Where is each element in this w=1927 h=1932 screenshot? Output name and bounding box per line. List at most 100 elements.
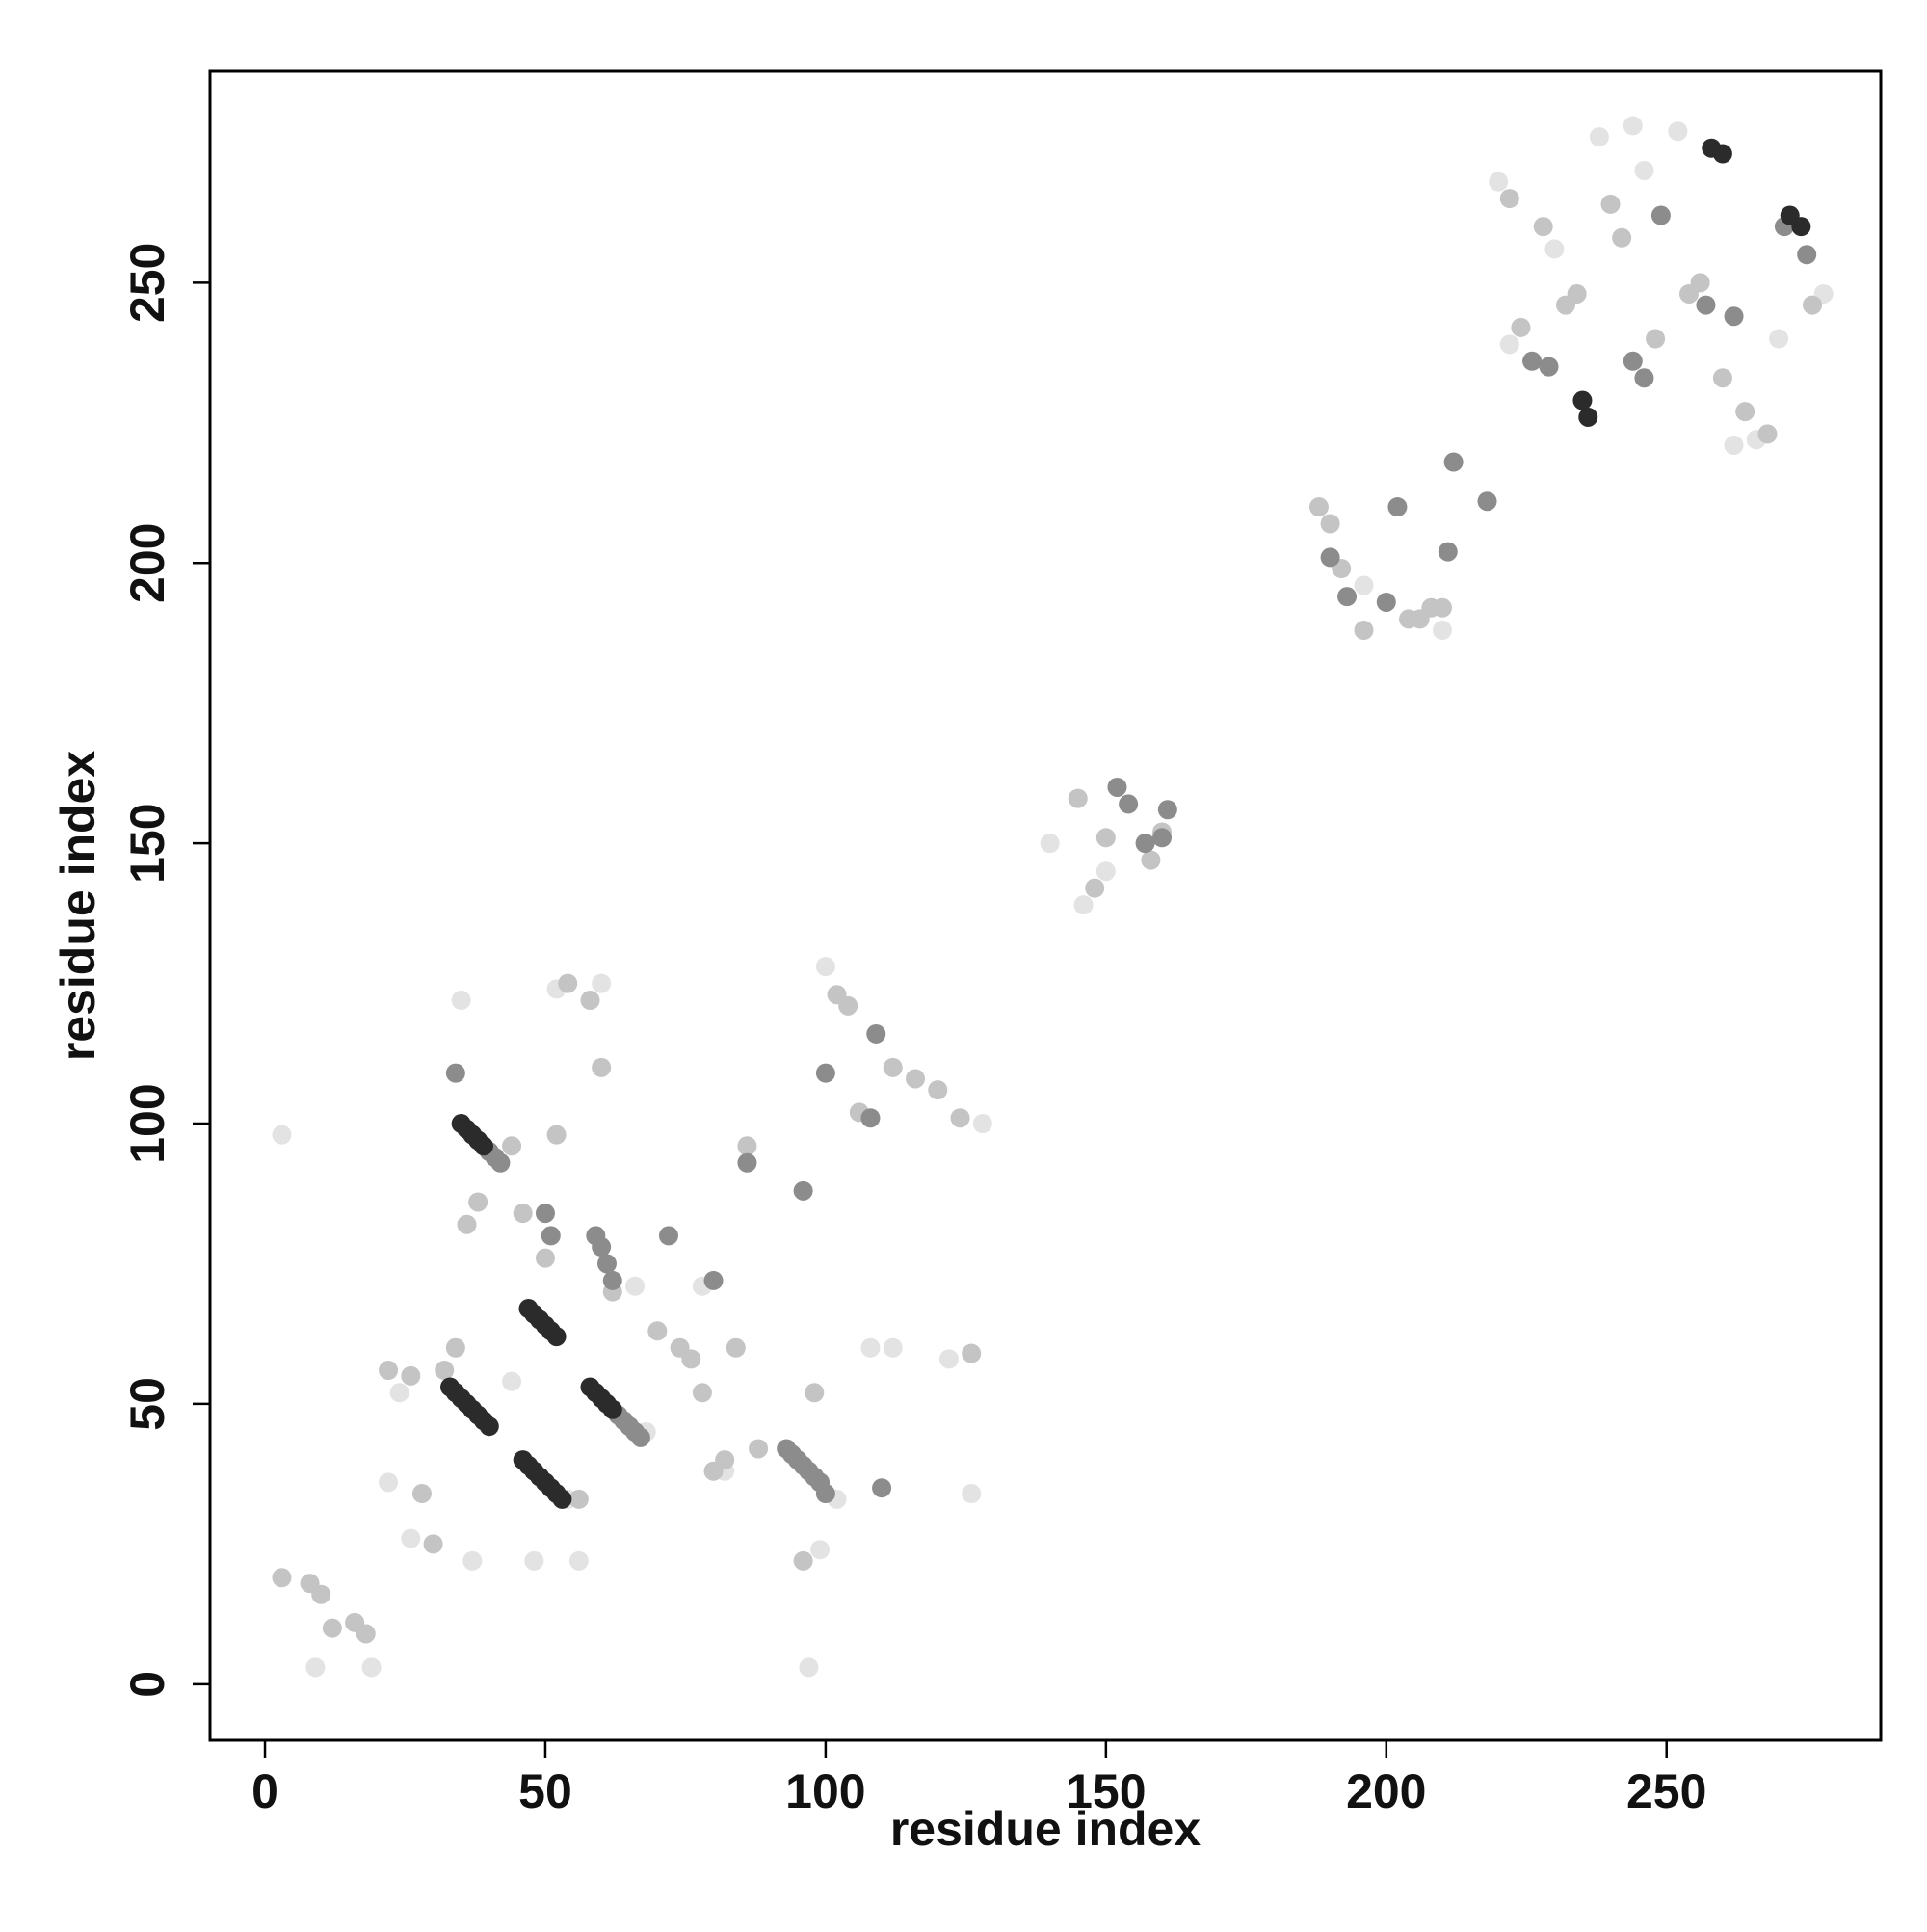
point	[793, 1550, 813, 1571]
point	[1477, 491, 1497, 512]
point	[479, 1416, 499, 1437]
point	[435, 1361, 455, 1381]
point	[1572, 390, 1593, 410]
point	[473, 1136, 493, 1156]
x-tick-label: 250	[1626, 1764, 1706, 1818]
point	[625, 1276, 646, 1296]
point	[445, 1063, 465, 1083]
point	[592, 973, 612, 993]
y-tick-label: 50	[120, 1377, 174, 1431]
point	[872, 1478, 892, 1498]
point	[1567, 283, 1587, 304]
point	[1141, 850, 1161, 870]
point	[860, 1337, 881, 1358]
point	[1712, 368, 1732, 388]
point	[490, 1152, 511, 1173]
point	[462, 1550, 483, 1571]
point	[962, 1484, 982, 1504]
point	[535, 1204, 555, 1224]
point	[592, 1057, 612, 1077]
x-tick-label: 150	[1066, 1764, 1146, 1818]
point	[1337, 587, 1358, 607]
point	[815, 1484, 835, 1504]
point	[1320, 547, 1340, 568]
point	[1489, 172, 1509, 192]
point	[715, 1450, 735, 1470]
point	[815, 1063, 835, 1083]
point	[1068, 788, 1088, 808]
point	[1152, 828, 1173, 848]
point	[513, 1204, 533, 1224]
point	[541, 1226, 561, 1246]
point	[1073, 895, 1094, 915]
point	[411, 1484, 432, 1504]
point	[1690, 273, 1710, 293]
x-tick-label: 100	[785, 1764, 865, 1818]
point	[749, 1439, 769, 1459]
point	[1791, 217, 1811, 237]
point	[401, 1528, 421, 1548]
point	[272, 1568, 292, 1588]
point	[502, 1136, 522, 1156]
point	[389, 1383, 409, 1403]
point	[1769, 329, 1789, 349]
point	[580, 991, 600, 1011]
x-tick-label: 50	[518, 1764, 572, 1818]
point	[1511, 317, 1531, 337]
point	[379, 1472, 399, 1493]
point	[1095, 828, 1116, 848]
x-axis-title: residue index	[890, 1802, 1201, 1856]
point	[810, 1540, 831, 1560]
point	[950, 1108, 970, 1128]
point	[647, 1321, 668, 1341]
point	[1432, 621, 1452, 641]
y-tick-label: 100	[120, 1083, 174, 1163]
point	[1650, 205, 1671, 225]
point	[356, 1624, 376, 1644]
point	[568, 1489, 589, 1509]
point	[1634, 160, 1654, 180]
point	[1735, 402, 1755, 422]
point	[866, 1023, 886, 1044]
point	[546, 1125, 567, 1145]
point	[1724, 436, 1744, 456]
point	[1107, 777, 1127, 797]
point	[883, 1337, 903, 1358]
point	[1438, 542, 1458, 562]
point	[602, 1399, 622, 1419]
plot-frame	[208, 69, 1883, 1742]
point	[311, 1584, 331, 1604]
point	[401, 1365, 421, 1386]
point	[1646, 329, 1666, 349]
point	[1308, 497, 1329, 517]
point	[1135, 834, 1155, 854]
point	[1354, 621, 1374, 641]
point	[860, 1108, 881, 1128]
point	[1634, 368, 1654, 388]
point	[906, 1069, 926, 1089]
point	[681, 1349, 701, 1369]
point	[1803, 295, 1823, 315]
point	[1712, 144, 1732, 164]
point	[1387, 497, 1408, 517]
point	[938, 1349, 959, 1369]
point	[1668, 121, 1688, 142]
point	[1320, 514, 1340, 534]
y-tick-label: 0	[120, 1671, 174, 1698]
point	[1612, 227, 1632, 248]
point	[361, 1657, 382, 1678]
point	[1539, 357, 1559, 377]
point	[552, 1489, 572, 1509]
point	[602, 1270, 622, 1290]
point	[1157, 800, 1177, 820]
point	[1499, 189, 1519, 209]
point	[737, 1136, 757, 1156]
point	[726, 1337, 746, 1358]
point	[1095, 861, 1116, 882]
point	[737, 1152, 757, 1173]
point	[1757, 424, 1778, 444]
y-axis-title: residue index	[51, 751, 105, 1062]
point	[1696, 295, 1716, 315]
point	[1589, 127, 1609, 147]
